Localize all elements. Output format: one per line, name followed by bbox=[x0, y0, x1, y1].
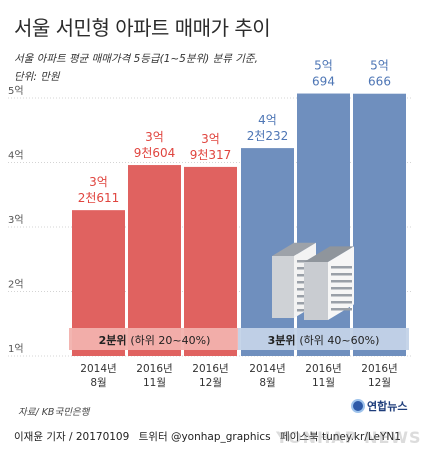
group-band-name: 3분위 bbox=[268, 334, 300, 347]
subtitle-line-2: 단위: 만원 bbox=[14, 71, 60, 83]
y-tick-label: 1억 bbox=[8, 343, 24, 355]
x-tick-label: 2016년 bbox=[192, 363, 228, 375]
group-band-label: 2분위 (하위 20~40%) bbox=[99, 333, 211, 347]
bar-value-label: 4억 bbox=[258, 113, 277, 127]
bar-value-label: 3억 bbox=[145, 130, 164, 144]
bar-value-label: 9천317 bbox=[190, 147, 232, 162]
yonhap-watermark: YONHAP NEWS bbox=[276, 428, 422, 447]
yonhap-logo: 연합뉴스 bbox=[351, 397, 417, 415]
y-tick-label: 5억 bbox=[8, 85, 24, 97]
facebook-credit: 페이스북 tuney.kr/LeYN1 bbox=[280, 431, 401, 443]
chart-subtitle: 서울 아파트 평균 매매가격 5등급(1~5분위) 분류 기준, 단위: 만원 bbox=[14, 50, 258, 86]
group-band-name: 2분위 bbox=[99, 334, 131, 347]
bar-value-label: 694 bbox=[312, 75, 335, 89]
building-front-roof bbox=[304, 246, 354, 262]
bar-value-label: 5억 bbox=[370, 59, 389, 73]
group-band-note: (하위 20~40%) bbox=[130, 333, 210, 347]
group-band bbox=[238, 328, 409, 350]
y-tick-label: 4억 bbox=[8, 150, 24, 162]
twitter-credit: 트위터 @yonhap_graphics bbox=[138, 431, 271, 443]
x-tick-label: 11월 bbox=[312, 377, 335, 389]
building-window bbox=[331, 308, 352, 311]
bar bbox=[184, 166, 237, 356]
group-band-label: 3분위 (하위 40~60%) bbox=[268, 333, 380, 347]
bar-value-label: 2천611 bbox=[78, 190, 120, 205]
x-tick-label: 2016년 bbox=[361, 363, 397, 375]
building-window bbox=[331, 301, 352, 304]
building-window bbox=[331, 294, 352, 297]
yonhap-logo-text: 연합뉴스 bbox=[367, 400, 408, 413]
x-tick-label: 2016년 bbox=[305, 363, 341, 375]
x-tick-label: 11월 bbox=[143, 377, 166, 389]
building-back-front bbox=[272, 256, 294, 318]
building-front-front bbox=[304, 262, 328, 320]
bar bbox=[353, 93, 406, 357]
subtitle-line-1: 서울 아파트 평균 매매가격 5등급(1~5분위) 분류 기준, bbox=[14, 53, 258, 65]
bar-value-label: 9천604 bbox=[134, 145, 176, 160]
building-back-roof bbox=[272, 242, 316, 256]
reporter-credit: 이재윤 기자 / 20170109 bbox=[14, 431, 130, 443]
chart-title: 서울 서민형 아파트 매매가 추이 bbox=[14, 16, 271, 40]
bar-value-label: 3억 bbox=[201, 132, 220, 146]
building-window bbox=[331, 266, 352, 269]
building-window bbox=[331, 280, 352, 283]
building-window bbox=[331, 273, 352, 276]
bar-value-label: 666 bbox=[368, 75, 391, 89]
x-tick-label: 12월 bbox=[199, 377, 222, 389]
x-tick-label: 2014년 bbox=[249, 363, 285, 375]
x-tick-label: 12월 bbox=[368, 377, 391, 389]
bar bbox=[128, 165, 181, 356]
x-tick-label: 8월 bbox=[90, 377, 106, 389]
group-band bbox=[69, 328, 240, 350]
group-band-note: (하위 40~60%) bbox=[299, 333, 379, 347]
x-tick-label: 2014년 bbox=[80, 363, 116, 375]
y-tick-label: 3억 bbox=[8, 214, 24, 226]
building-window bbox=[331, 287, 352, 290]
bar-value-label: 2천232 bbox=[247, 128, 289, 143]
bar-value-label: 5억 bbox=[314, 59, 333, 73]
x-tick-label: 2016년 bbox=[136, 363, 172, 375]
y-tick-label: 2억 bbox=[8, 279, 24, 291]
yonhap-logo-icon bbox=[351, 399, 365, 413]
source-note: 자료/ KB국민은행 bbox=[18, 407, 90, 418]
credits-footer: 이재윤 기자 / 20170109 트위터 @yonhap_graphics 페… bbox=[14, 429, 407, 444]
x-tick-label: 8월 bbox=[259, 377, 275, 389]
bar-value-label: 3억 bbox=[89, 175, 108, 189]
